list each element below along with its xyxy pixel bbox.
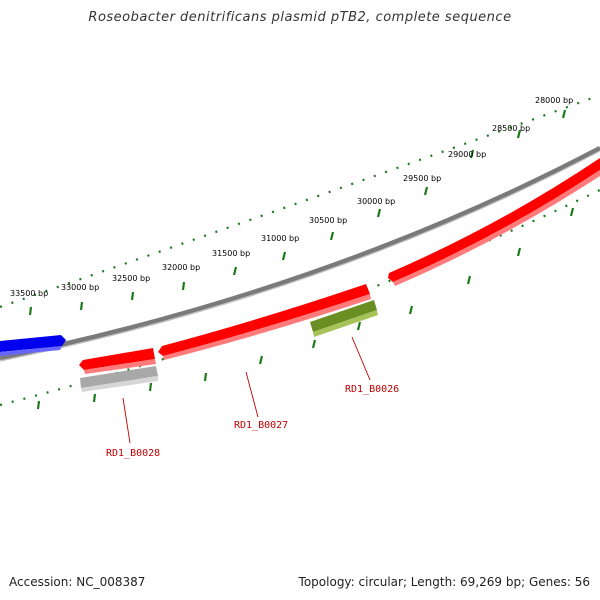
- map-title: Roseobacter denitrificans plasmid pTB2, …: [88, 10, 512, 25]
- tick-label: 30500 bp: [309, 216, 347, 225]
- feature-rd1-b0027: [158, 284, 371, 360]
- inner-tick-ring: [0, 189, 600, 407]
- tick-label: 33000 bp: [61, 283, 99, 292]
- gene-label-rd1-b0028: RD1_B0028: [106, 448, 160, 459]
- feature-red-cds-upper: [388, 158, 600, 286]
- tick-labels: 28000 bp 28500 bp 29000 bp 29500 bp 3000…: [10, 96, 573, 298]
- summary-text: Topology: circular; Length: 69,269 bp; G…: [298, 575, 590, 589]
- plasmid-backbone: [0, 146, 600, 362]
- tick-label: 33500 bp: [10, 289, 48, 298]
- tick-label: 28500 bp: [492, 124, 530, 133]
- leader-lines: [122, 336, 371, 444]
- inner-major-ticks: [36, 207, 575, 410]
- tick-label: 28000 bp: [535, 96, 573, 105]
- tick-label: 29000 bp: [448, 150, 486, 159]
- accession-text: Accession: NC_008387: [9, 575, 146, 589]
- feature-red-cds-small: [79, 348, 156, 374]
- tick-label: 31000 bp: [261, 234, 299, 243]
- gene-label-rd1-b0026: RD1_B0026: [345, 384, 399, 395]
- feature-rd1-b0028: [80, 366, 158, 392]
- tick-label: 29500 bp: [403, 174, 441, 183]
- tick-label: 32500 bp: [112, 274, 150, 283]
- tick-label: 31500 bp: [212, 249, 250, 258]
- gene-label-rd1-b0027: RD1_B0027: [234, 420, 288, 431]
- feature-blue-cds: [0, 335, 66, 356]
- tick-label: 30000 bp: [357, 197, 395, 206]
- feature-rd1-b0026: [310, 300, 378, 337]
- outer-major-ticks: [28, 109, 567, 316]
- tick-label: 32000 bp: [162, 263, 200, 272]
